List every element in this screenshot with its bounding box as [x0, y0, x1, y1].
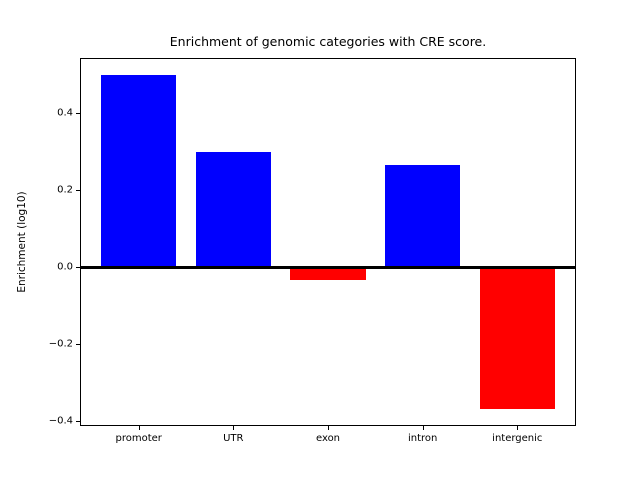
y-tick-mark [76, 343, 80, 345]
bar-promoter [100, 74, 177, 267]
y-tick-label: 0.0 [57, 261, 73, 273]
x-tick-mark [233, 426, 235, 430]
bar-intron [384, 165, 461, 267]
x-tick-label-intron: intron [407, 433, 438, 444]
x-tick-label-exon: exon [315, 433, 341, 444]
bar-UTR [195, 151, 272, 267]
y-tick-mark [76, 420, 80, 422]
x-tick-mark [328, 426, 329, 430]
y-tick-label: 0.2 [57, 184, 73, 196]
x-tick-label-UTR: UTR [223, 433, 244, 444]
chart-title: Enrichment of genomic categories with CR… [169, 34, 487, 49]
zero-line [80, 265, 576, 269]
y-tick-label: 0.4 [57, 107, 73, 119]
x-tick-label-promoter: promoter [115, 433, 162, 444]
y-tick-label: −0.2 [48, 338, 73, 350]
x-tick-label-intergenic: intergenic [492, 433, 543, 444]
y-tick-label: −0.4 [48, 415, 73, 427]
bar-intergenic [479, 267, 556, 410]
y-axis-label: Enrichment (log10) [16, 191, 28, 293]
x-tick-mark [422, 426, 424, 430]
x-tick-mark [517, 426, 519, 430]
bar-exon [290, 267, 366, 281]
y-tick-mark [76, 190, 80, 192]
y-tick-mark [76, 267, 80, 268]
x-tick-mark [138, 426, 140, 430]
y-tick-mark [76, 113, 80, 115]
